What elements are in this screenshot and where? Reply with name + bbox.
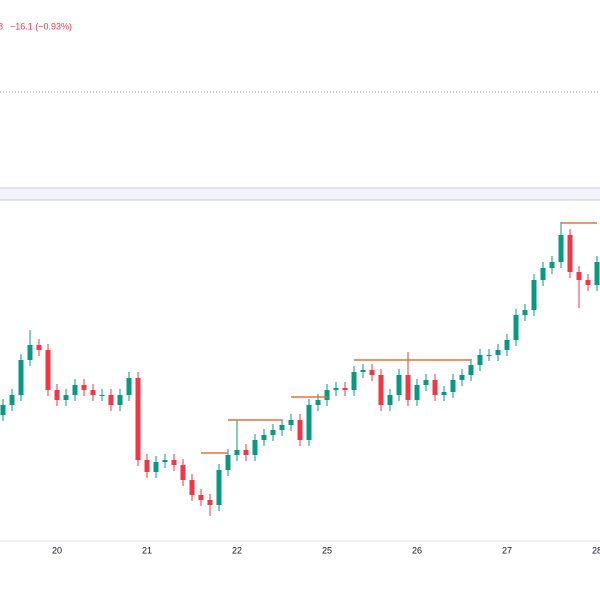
candle-body <box>54 390 60 400</box>
candle-body <box>486 355 492 356</box>
candle-body <box>225 455 231 470</box>
x-tick-label: 21 <box>142 545 152 555</box>
candle-body <box>180 465 186 480</box>
candle-body <box>27 345 33 360</box>
header-change: −16.1 (−0.93%) <box>10 21 72 31</box>
candle-body <box>207 500 213 505</box>
candle-body <box>315 400 321 405</box>
candle-body <box>531 280 537 310</box>
candle-body <box>144 460 150 472</box>
candle-body <box>585 280 591 285</box>
candle-body <box>18 360 24 395</box>
candle-body <box>171 460 177 465</box>
header-value: 8 <box>0 21 3 31</box>
candle-body <box>576 272 582 280</box>
candle-body <box>90 390 96 395</box>
candle-body <box>387 395 393 405</box>
candle-body <box>198 495 204 500</box>
candle-body <box>45 350 51 390</box>
candle-body <box>135 378 141 460</box>
candle-body <box>270 430 276 435</box>
candle-body <box>558 235 564 262</box>
candle-body <box>189 480 195 495</box>
candle-body <box>396 375 402 395</box>
candle-body <box>513 315 519 340</box>
candle-body <box>342 388 348 390</box>
candle-body <box>72 385 78 395</box>
candle-body <box>306 405 312 440</box>
candle-body <box>495 350 501 355</box>
candle-body <box>162 460 168 462</box>
candle-body <box>81 385 87 390</box>
candle-body <box>261 435 267 440</box>
candle-body <box>333 388 339 390</box>
candle-body <box>99 395 105 396</box>
candle-body <box>468 365 474 375</box>
x-tick-label: 26 <box>412 545 422 555</box>
candle-body <box>252 440 258 455</box>
candle-body <box>234 450 240 455</box>
candle-body <box>9 395 15 405</box>
candle-body <box>423 380 429 385</box>
candle-body <box>594 262 600 285</box>
candle-body <box>369 370 375 375</box>
candle-body <box>378 375 384 405</box>
candle-body <box>108 395 114 405</box>
candle-body <box>288 420 294 425</box>
candle-body <box>153 462 159 472</box>
candle-body <box>0 405 6 415</box>
candle-body <box>549 262 555 268</box>
candle-body <box>297 420 303 440</box>
candle-body <box>360 370 366 372</box>
x-tick-label: 22 <box>232 545 242 555</box>
candle-body <box>522 310 528 315</box>
candle-body <box>450 380 456 392</box>
candle-body <box>414 385 420 400</box>
candle-body <box>351 372 357 390</box>
candle-body <box>63 395 69 400</box>
x-tick-label: 27 <box>502 545 512 555</box>
candle-body <box>279 425 285 430</box>
candle-body <box>459 375 465 380</box>
candle-body <box>432 380 438 395</box>
candle-body <box>117 395 123 405</box>
candle-body <box>405 375 411 400</box>
x-tick-label: 20 <box>52 545 62 555</box>
candle-body <box>441 392 447 395</box>
pane-separator[interactable] <box>0 187 600 201</box>
candle-body <box>324 390 330 400</box>
candle-body <box>243 450 249 455</box>
candle-body <box>567 235 573 272</box>
candle-body <box>36 345 42 350</box>
candle-body <box>504 340 510 350</box>
x-tick-label: 25 <box>322 545 332 555</box>
candle-body <box>540 268 546 280</box>
candle-body <box>216 470 222 505</box>
candle-body <box>477 355 483 365</box>
candle-body <box>126 378 132 395</box>
x-tick-label: 28 <box>592 545 600 555</box>
